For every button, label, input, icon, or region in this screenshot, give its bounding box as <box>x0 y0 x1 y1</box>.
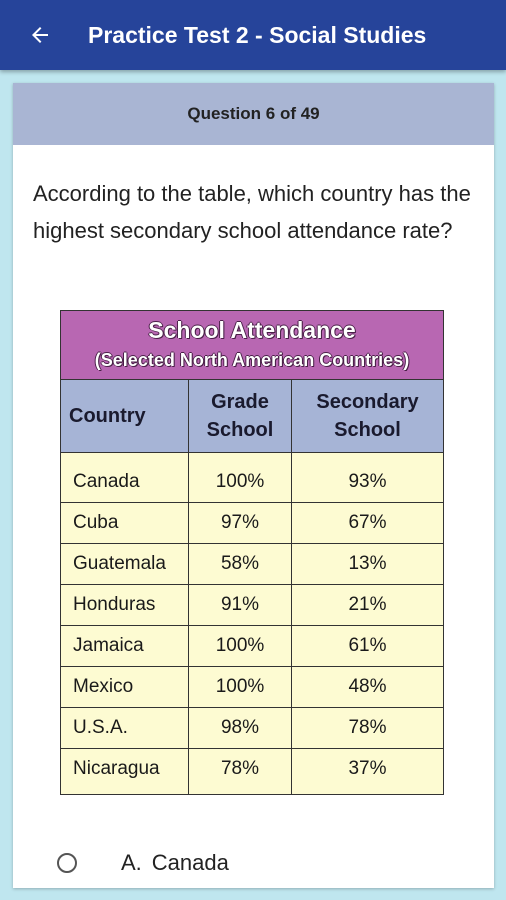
country-cell: Cuba <box>60 502 189 544</box>
table-title-cell: School Attendance (Selected North Americ… <box>60 310 444 380</box>
secondary-cell: 37% <box>291 748 444 795</box>
secondary-cell: 61% <box>291 625 444 667</box>
arrow-left-icon <box>32 27 48 43</box>
grade-cell: 100% <box>188 625 292 667</box>
table-row: Mexico 100% 48% <box>60 666 444 708</box>
table-row: Honduras 91% 21% <box>60 584 444 626</box>
table-row: Canada 100% 93% <box>60 452 444 503</box>
column-header-grade-line1: Grade <box>211 391 269 413</box>
question-counter: Question 6 of 49 <box>187 104 320 123</box>
column-header-country: Country <box>60 379 189 453</box>
country-cell: Canada <box>60 452 189 503</box>
attendance-table: School Attendance (Selected North Americ… <box>60 310 444 795</box>
country-cell: Nicaragua <box>60 748 189 795</box>
grade-cell: 100% <box>188 452 292 503</box>
column-header-secondary-line2: School <box>334 419 401 441</box>
table-title: School Attendance <box>148 317 356 343</box>
country-cell: Jamaica <box>60 625 189 667</box>
grade-cell: 98% <box>188 707 292 749</box>
country-cell: U.S.A. <box>60 707 189 749</box>
secondary-cell: 93% <box>291 452 444 503</box>
secondary-cell: 13% <box>291 543 444 585</box>
back-button[interactable] <box>26 21 54 49</box>
grade-cell: 97% <box>188 502 292 544</box>
question-header: Question 6 of 49 <box>13 83 494 145</box>
app-bar: Practice Test 2 - Social Studies <box>0 0 506 70</box>
secondary-cell: 67% <box>291 502 444 544</box>
secondary-cell: 48% <box>291 666 444 708</box>
grade-cell: 58% <box>188 543 292 585</box>
page-title: Practice Test 2 - Social Studies <box>88 21 427 48</box>
attendance-table-figure: School Attendance (Selected North Americ… <box>60 310 444 795</box>
country-cell: Guatemala <box>60 543 189 585</box>
table-row: Cuba 97% 67% <box>60 502 444 544</box>
column-header-secondary: Secondary School <box>291 379 444 453</box>
column-header-grade: Grade School <box>188 379 292 453</box>
answer-option-a[interactable]: A. Canada <box>13 843 494 883</box>
grade-cell: 78% <box>188 748 292 795</box>
column-header-secondary-line1: Secondary <box>316 391 419 413</box>
option-text: Canada <box>151 850 229 875</box>
question-card: Question 6 of 49 According to the table,… <box>13 83 494 888</box>
column-header-country-label: Country <box>69 404 146 427</box>
grade-cell: 100% <box>188 666 292 708</box>
grade-cell: 91% <box>188 584 292 626</box>
country-cell: Honduras <box>60 584 189 626</box>
table-row: Jamaica 100% 61% <box>60 625 444 667</box>
question-text: According to the table, which country ha… <box>33 181 471 243</box>
secondary-cell: 21% <box>291 584 444 626</box>
table-row: Guatemala 58% 13% <box>60 543 444 585</box>
table-row: Nicaragua 78% 37% <box>60 748 444 795</box>
table-subtitle: (Selected North American Countries) <box>94 350 410 370</box>
country-cell: Mexico <box>60 666 189 708</box>
table-row: U.S.A. 98% 78% <box>60 707 444 749</box>
secondary-cell: 78% <box>291 707 444 749</box>
column-header-grade-line2: School <box>206 419 274 441</box>
option-letter: A. <box>121 850 142 875</box>
radio-button[interactable] <box>57 853 77 873</box>
